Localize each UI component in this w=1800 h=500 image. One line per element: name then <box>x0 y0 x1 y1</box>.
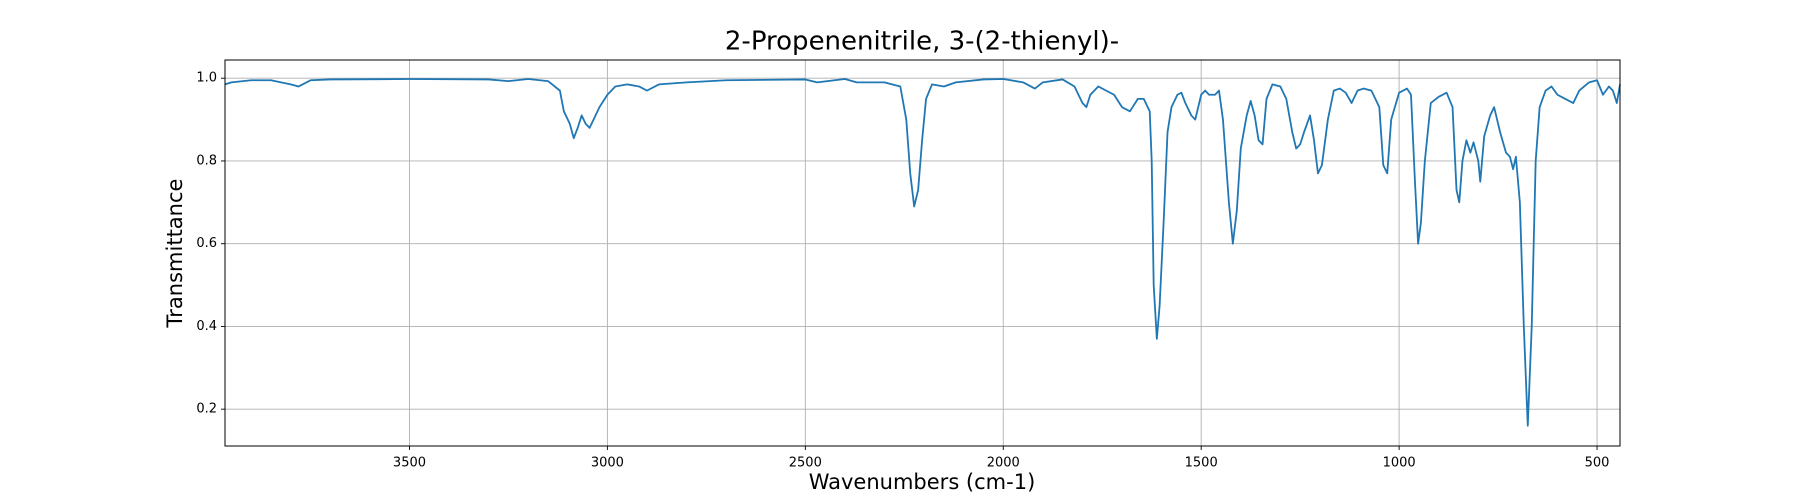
x-axis-label: Wavenumbers (cm-1) <box>809 470 1036 494</box>
x-tick-label: 500 <box>1585 456 1610 471</box>
chart-title: 2-Propenenitrile, 3-(2-thienyl)- <box>725 27 1119 57</box>
spectrum-line <box>224 78 1621 427</box>
x-tick-label: 1500 <box>1185 456 1218 471</box>
y-tick-label: 0.4 <box>196 319 217 334</box>
y-tick-label: 1.0 <box>196 71 217 86</box>
plot-frame <box>224 59 1621 447</box>
x-tick-label: 3000 <box>591 456 624 471</box>
y-tick-label: 0.2 <box>196 402 217 417</box>
y-tick-label: 0.8 <box>196 153 217 168</box>
x-tick-label: 1000 <box>1383 456 1416 471</box>
x-tick-label: 3500 <box>393 456 426 471</box>
x-tick-label: 2000 <box>987 456 1020 471</box>
y-axis-label: Transmittance <box>163 179 187 329</box>
x-tick-label: 2500 <box>789 456 822 471</box>
y-tick-label: 0.6 <box>196 236 217 251</box>
